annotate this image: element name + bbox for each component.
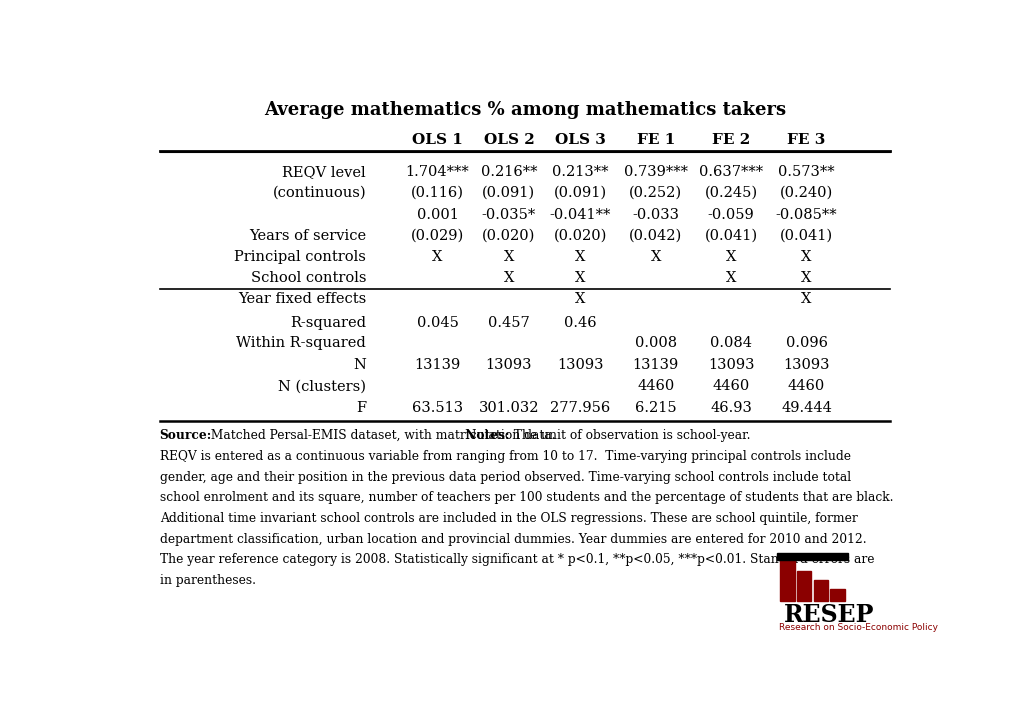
Text: -0.033: -0.033: [632, 208, 679, 222]
Bar: [830, 589, 845, 601]
Text: (0.041): (0.041): [780, 229, 834, 242]
Text: X: X: [575, 292, 586, 306]
Text: X: X: [432, 250, 442, 264]
Text: 13093: 13093: [708, 358, 755, 372]
Text: F: F: [356, 401, 367, 415]
Text: school enrolment and its square, number of teachers per 100 students and the per: school enrolment and its square, number …: [160, 491, 893, 504]
Text: (0.252): (0.252): [629, 186, 682, 200]
Text: X: X: [650, 250, 660, 264]
Text: (0.091): (0.091): [554, 186, 607, 200]
Text: 301.032: 301.032: [478, 401, 540, 415]
Text: FE 1: FE 1: [637, 133, 675, 147]
Text: (0.116): (0.116): [411, 186, 464, 200]
Text: Notes:: Notes:: [462, 429, 510, 442]
Text: REQV is entered as a continuous variable from ranging from 10 to 17.  Time-varyi: REQV is entered as a continuous variable…: [160, 450, 851, 463]
Text: X: X: [504, 250, 514, 264]
Text: department classification, urban location and provincial dummies. Year dummies a: department classification, urban locatio…: [160, 532, 866, 546]
Text: 13139: 13139: [633, 358, 679, 372]
Text: Years of service: Years of service: [249, 229, 367, 242]
Text: -0.041**: -0.041**: [550, 208, 611, 222]
Text: 46.93: 46.93: [711, 401, 752, 415]
Text: 13093: 13093: [485, 358, 532, 372]
Text: 49.444: 49.444: [781, 401, 831, 415]
Text: in parentheses.: in parentheses.: [160, 574, 256, 587]
Text: Principal controls: Principal controls: [234, 250, 367, 264]
Text: 0.46: 0.46: [564, 316, 597, 330]
Text: R-squared: R-squared: [290, 316, 367, 330]
Text: 13139: 13139: [415, 358, 461, 372]
Text: 6.215: 6.215: [635, 401, 677, 415]
Text: 0.045: 0.045: [417, 316, 459, 330]
Text: gender, age and their position in the previous data period observed. Time-varyin: gender, age and their position in the pr…: [160, 471, 851, 484]
Bar: [777, 554, 848, 560]
Text: N: N: [353, 358, 367, 372]
Text: (0.020): (0.020): [482, 229, 536, 242]
Text: (0.041): (0.041): [705, 229, 758, 242]
Text: X: X: [726, 271, 736, 285]
Text: 277.956: 277.956: [550, 401, 610, 415]
Text: Average mathematics % among mathematics takers: Average mathematics % among mathematics …: [264, 101, 785, 118]
Text: X: X: [575, 250, 586, 264]
Text: 0.457: 0.457: [488, 316, 529, 330]
Text: Year fixed effects: Year fixed effects: [238, 292, 367, 306]
Text: 0.739***: 0.739***: [624, 165, 688, 179]
Text: Source:: Source:: [160, 429, 212, 442]
Text: X: X: [726, 250, 736, 264]
Text: 4460: 4460: [637, 379, 675, 393]
Text: 13093: 13093: [557, 358, 603, 372]
Text: RESEP: RESEP: [783, 603, 874, 627]
Text: (0.240): (0.240): [780, 186, 834, 200]
Text: Matched Persal-EMIS dataset, with matriculation data.: Matched Persal-EMIS dataset, with matric…: [207, 429, 556, 442]
Text: X: X: [802, 250, 812, 264]
Text: (0.091): (0.091): [482, 186, 536, 200]
Text: (0.020): (0.020): [554, 229, 607, 242]
Text: FE 3: FE 3: [787, 133, 825, 147]
Text: -0.035*: -0.035*: [482, 208, 536, 222]
Text: 63.513: 63.513: [412, 401, 463, 415]
Text: Within R-squared: Within R-squared: [237, 336, 367, 350]
Bar: [814, 580, 828, 601]
Text: 0.008: 0.008: [635, 336, 677, 350]
Bar: [797, 571, 811, 601]
Text: 4460: 4460: [787, 379, 825, 393]
Text: X: X: [575, 271, 586, 285]
Text: 0.213**: 0.213**: [552, 165, 608, 179]
Text: 0.637***: 0.637***: [699, 165, 763, 179]
Text: Additional time invariant school controls are included in the OLS regressions. T: Additional time invariant school control…: [160, 512, 857, 525]
Text: The unit of observation is school-year.: The unit of observation is school-year.: [506, 429, 751, 442]
Text: (continuous): (continuous): [272, 186, 367, 200]
Text: X: X: [802, 271, 812, 285]
Text: The year reference category is 2008. Statistically significant at * p<0.1, **p<0: The year reference category is 2008. Sta…: [160, 554, 874, 566]
Text: 0.096: 0.096: [785, 336, 827, 350]
Text: OLS 3: OLS 3: [555, 133, 606, 147]
Text: 0.084: 0.084: [710, 336, 753, 350]
Text: 1.704***: 1.704***: [406, 165, 469, 179]
Text: 0.216**: 0.216**: [480, 165, 538, 179]
Text: N (clusters): N (clusters): [279, 379, 367, 393]
Text: -0.059: -0.059: [708, 208, 755, 222]
Text: School controls: School controls: [251, 271, 367, 285]
Text: X: X: [504, 271, 514, 285]
Text: -0.085**: -0.085**: [776, 208, 838, 222]
Text: 0.001: 0.001: [417, 208, 459, 222]
Text: (0.042): (0.042): [629, 229, 682, 242]
Text: 4460: 4460: [713, 379, 750, 393]
Text: (0.245): (0.245): [705, 186, 758, 200]
Text: REQV level: REQV level: [283, 165, 367, 179]
Text: OLS 2: OLS 2: [483, 133, 535, 147]
Text: OLS 1: OLS 1: [412, 133, 463, 147]
Text: Research on Socio-Economic Policy: Research on Socio-Economic Policy: [778, 623, 938, 632]
Bar: [780, 560, 795, 601]
Text: (0.029): (0.029): [411, 229, 464, 242]
Text: FE 2: FE 2: [712, 133, 751, 147]
Text: 13093: 13093: [783, 358, 829, 372]
Text: X: X: [802, 292, 812, 306]
Text: 0.573**: 0.573**: [778, 165, 835, 179]
